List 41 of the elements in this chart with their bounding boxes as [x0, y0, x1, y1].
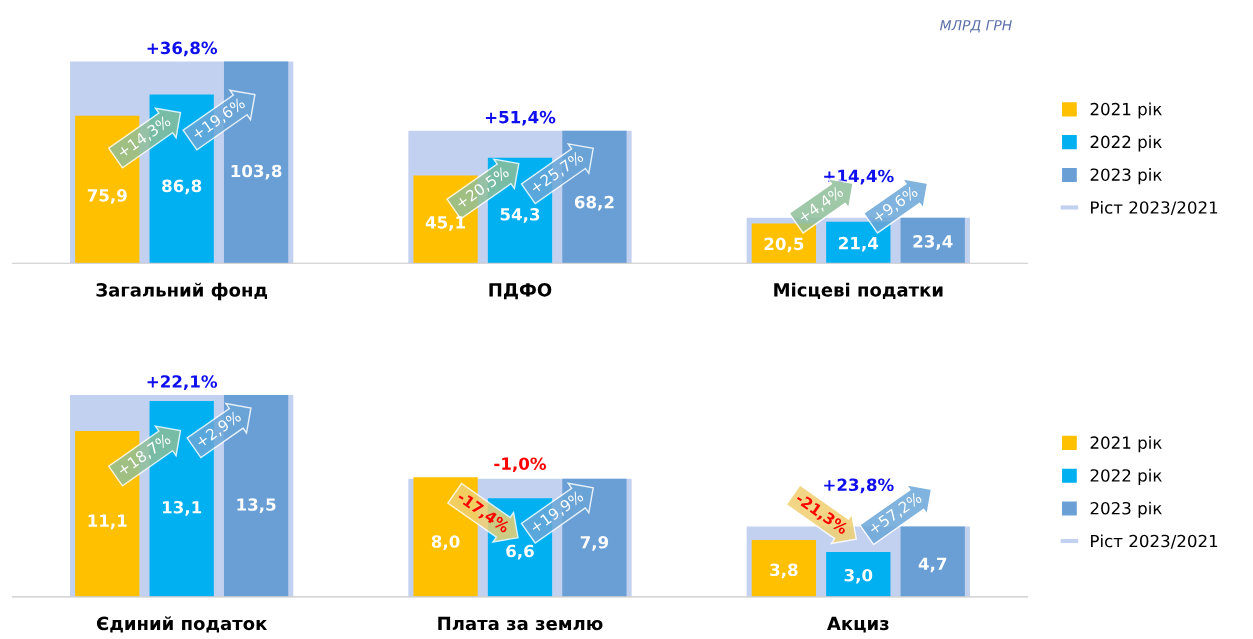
data-label: 7,9 [580, 535, 609, 551]
x-tick-label: Акциз [827, 616, 889, 633]
data-label: 86,8 [162, 179, 202, 195]
data-label: 20,5 [764, 237, 804, 253]
data-label: 13,1 [163, 500, 202, 516]
legend-label: 2023 рік [1090, 168, 1162, 185]
annotation: +23,8% [824, 478, 894, 494]
data-label: 3,0 [844, 568, 873, 584]
data-label: 4,7 [918, 557, 947, 573]
x-tick-label: Місцеві податки [774, 282, 943, 299]
data-label: 6,6 [506, 544, 534, 560]
bar [826, 551, 891, 597]
bar [751, 540, 817, 597]
legend-label: Ріст 2023/2021 [1091, 534, 1218, 549]
x-tick-label: ПДФО [489, 283, 552, 300]
data-label: 75,9 [87, 189, 127, 204]
text: +22,1% [147, 375, 218, 390]
data-label: 54,3 [500, 207, 540, 223]
annotation: +14,4% [824, 169, 894, 185]
data-label: 45,1 [425, 216, 465, 231]
text: +36,8% [147, 41, 218, 57]
data-label: 21,4 [839, 236, 879, 252]
legend-label: 2021 рік [1090, 102, 1162, 119]
data-label: 11,1 [88, 514, 127, 530]
data-label: 23,4 [913, 235, 953, 250]
annotation: +51,4% [485, 110, 556, 126]
x-tick-label: Загальний фонд [96, 282, 268, 301]
annotation: -1,0% [494, 457, 547, 473]
data-label: 8,0 [431, 535, 460, 550]
legend-label: 2022 рік [1090, 135, 1162, 152]
data-label: 103,8 [231, 164, 282, 180]
x-tick-label: Єдиний податок [96, 616, 268, 633]
legend-label: 2023 рік [1090, 501, 1162, 518]
text: МЛРД ГРН [939, 20, 1012, 33]
data-label: 3,8 [770, 563, 798, 579]
legend-label: 2022 рік [1090, 468, 1162, 485]
x-tick-label: Плата за землю [438, 616, 603, 631]
legend-label: Ріст 2023/2021 [1091, 200, 1218, 216]
data-label: 13,5 [237, 498, 276, 513]
legend-label: 2021 рік [1090, 436, 1162, 453]
data-label: 68,2 [574, 195, 614, 211]
